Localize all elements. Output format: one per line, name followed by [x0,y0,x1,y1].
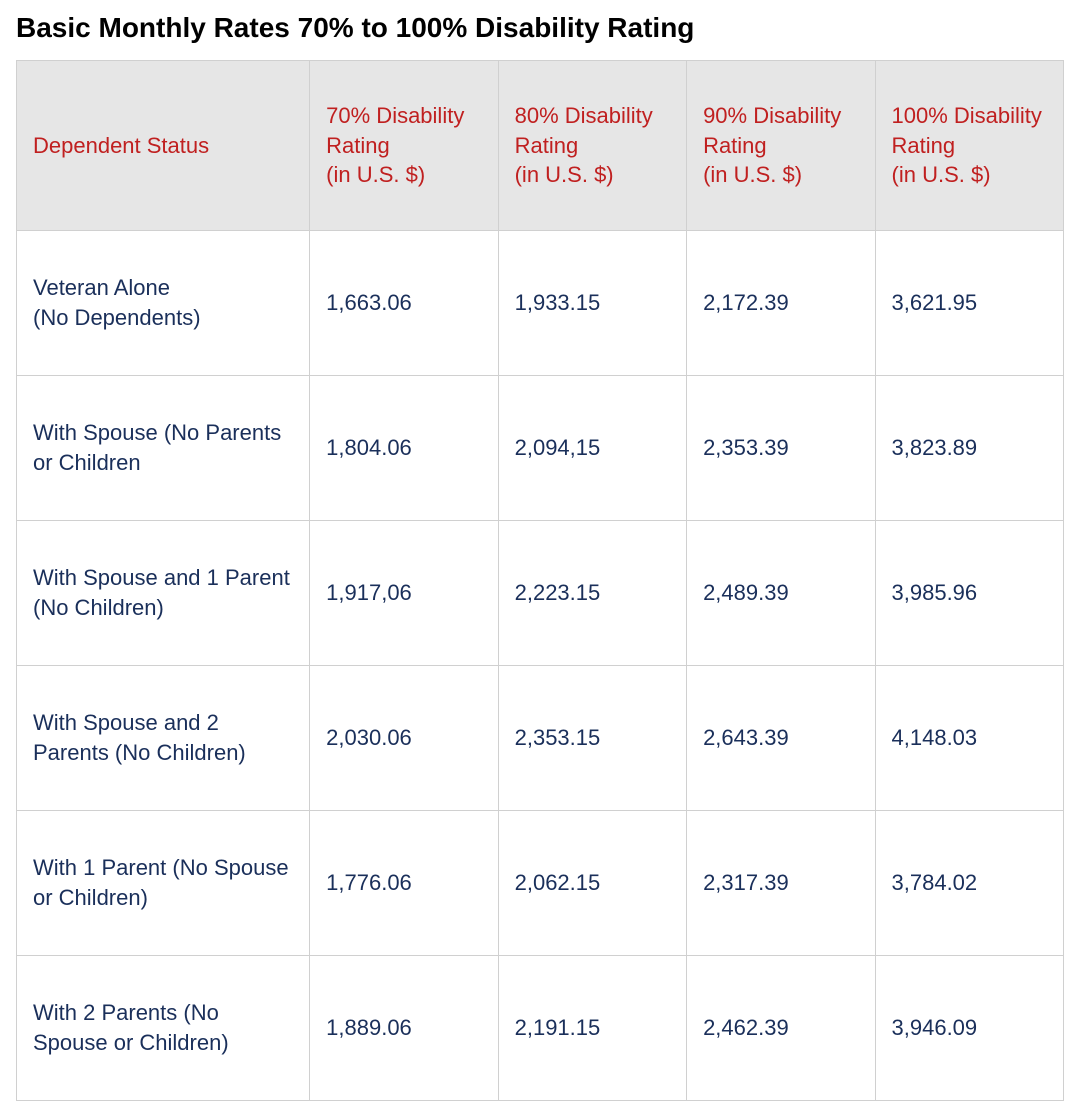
cell-rate-70: 1,804.06 [310,376,498,521]
cell-rate-70: 1,889.06 [310,956,498,1101]
rates-table: Dependent Status 70% Disability Rating (… [16,60,1064,1101]
col-header-status: Dependent Status [17,61,310,231]
table-row: With 2 Parents (No Spouse or Children) 1… [17,956,1064,1101]
table-row: Veteran Alone(No Dependents) 1,663.06 1,… [17,231,1064,376]
cell-status: With Spouse and 2 Parents (No Children) [17,666,310,811]
col-header-sub: (in U.S. $) [515,160,670,190]
cell-rate-90: 2,353.39 [687,376,875,521]
cell-status: With Spouse and 1 Parent (No Children) [17,521,310,666]
cell-rate-80: 2,191.15 [498,956,686,1101]
col-header-100: 100% Disability Rating (in U.S. $) [875,61,1063,231]
table-header-row: Dependent Status 70% Disability Rating (… [17,61,1064,231]
cell-rate-100: 3,621.95 [875,231,1063,376]
cell-status: With 2 Parents (No Spouse or Children) [17,956,310,1101]
table-row: With Spouse (No Parents or Children 1,80… [17,376,1064,521]
col-header-70: 70% Disability Rating (in U.S. $) [310,61,498,231]
cell-rate-80: 2,062.15 [498,811,686,956]
table-row: With Spouse and 2 Parents (No Children) … [17,666,1064,811]
cell-rate-70: 1,917,06 [310,521,498,666]
cell-status: With Spouse (No Parents or Children [17,376,310,521]
col-header-sub: (in U.S. $) [326,160,481,190]
col-header-main: Dependent Status [33,131,293,161]
col-header-90: 90% Disability Rating (in U.S. $) [687,61,875,231]
cell-rate-90: 2,462.39 [687,956,875,1101]
col-header-main: 100% Disability Rating [892,101,1047,160]
cell-rate-80: 1,933.15 [498,231,686,376]
cell-rate-70: 1,663.06 [310,231,498,376]
cell-rate-80: 2,223.15 [498,521,686,666]
col-header-main: 70% Disability Rating [326,101,481,160]
col-header-main: 90% Disability Rating [703,101,858,160]
cell-rate-100: 3,823.89 [875,376,1063,521]
table-body: Veteran Alone(No Dependents) 1,663.06 1,… [17,231,1064,1101]
cell-rate-80: 2,353.15 [498,666,686,811]
table-row: With Spouse and 1 Parent (No Children) 1… [17,521,1064,666]
cell-rate-90: 2,643.39 [687,666,875,811]
page-title: Basic Monthly Rates 70% to 100% Disabili… [16,12,1064,44]
cell-rate-100: 3,784.02 [875,811,1063,956]
cell-rate-90: 2,172.39 [687,231,875,376]
col-header-main: 80% Disability Rating [515,101,670,160]
col-header-sub: (in U.S. $) [892,160,1047,190]
cell-rate-100: 3,946.09 [875,956,1063,1101]
cell-rate-100: 4,148.03 [875,666,1063,811]
cell-rate-70: 2,030.06 [310,666,498,811]
col-header-sub: (in U.S. $) [703,160,858,190]
cell-rate-90: 2,489.39 [687,521,875,666]
cell-status: Veteran Alone(No Dependents) [17,231,310,376]
cell-rate-70: 1,776.06 [310,811,498,956]
cell-rate-80: 2,094,15 [498,376,686,521]
cell-status: With 1 Parent (No Spouse or Children) [17,811,310,956]
cell-rate-100: 3,985.96 [875,521,1063,666]
table-row: With 1 Parent (No Spouse or Children) 1,… [17,811,1064,956]
col-header-80: 80% Disability Rating (in U.S. $) [498,61,686,231]
cell-rate-90: 2,317.39 [687,811,875,956]
